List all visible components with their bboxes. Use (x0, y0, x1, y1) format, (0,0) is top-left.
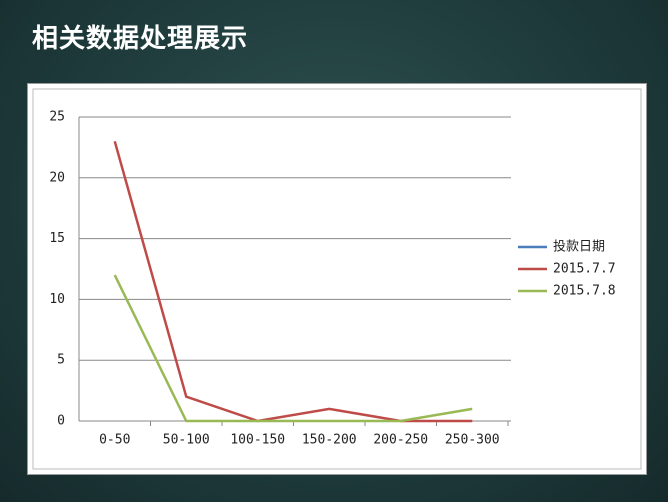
chart: 0 5 10 15 20 25 0-50 50-100 100-150 150-200 200-25… (32, 88, 642, 470)
x-tick-label: 200-250 (373, 433, 428, 448)
legend-label: 2015.7.7 (553, 262, 616, 277)
y-tick-label: 10 (49, 292, 65, 307)
x-tick-label: 100-150 (230, 433, 285, 448)
slide-title: 相关数据处理展示 (32, 24, 249, 54)
legend-label: 投款日期 (553, 239, 605, 255)
x-tick-label: 250-300 (445, 433, 500, 448)
y-tick-label: 0 (57, 414, 65, 429)
y-tick-label: 25 (49, 110, 65, 125)
legend-label: 2015.7.8 (553, 284, 616, 299)
x-tick-label: 50-100 (163, 433, 210, 448)
series-line (113, 140, 473, 423)
y-tick-label: 5 (57, 353, 65, 368)
series-line (113, 274, 473, 423)
y-tick-label: 15 (49, 231, 65, 246)
x-tick-label: 0-50 (99, 433, 130, 448)
chart-frame: 0 5 10 15 20 25 0-50 50-100 100-150 150-200 200-25… (27, 83, 647, 475)
y-tick-label: 20 (49, 170, 65, 185)
x-tick-label: 150-200 (302, 433, 357, 448)
chart-border (32, 88, 642, 470)
